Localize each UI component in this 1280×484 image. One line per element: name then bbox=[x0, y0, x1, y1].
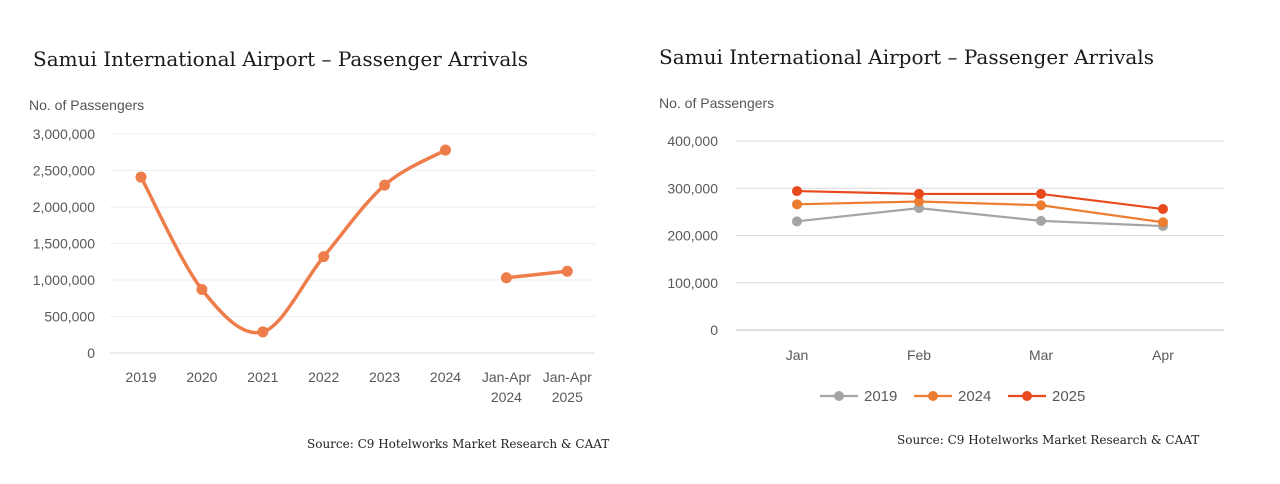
data-point bbox=[135, 171, 147, 183]
monthly-line-chart: 400,000 300,000 200,000 100,000 0 Jan Feb Mar Ap… bbox=[667, 133, 1224, 405]
y-tick-label: 400,000 bbox=[667, 133, 718, 149]
x-tick-label: Mar bbox=[1029, 347, 1053, 363]
data-point bbox=[914, 188, 924, 199]
legend-label: 2024 bbox=[958, 388, 991, 405]
legend-label: 2025 bbox=[1052, 388, 1085, 405]
series-line bbox=[796, 206, 1164, 228]
data-point bbox=[914, 196, 924, 207]
x-tick-label: Jan-Apr bbox=[543, 369, 592, 385]
x-tick-label: Apr bbox=[1152, 347, 1174, 363]
y-tick-label: 0 bbox=[710, 322, 718, 338]
data-point bbox=[792, 186, 802, 197]
annual-line-chart: 3,000,000 2,500,000 2,000,000 1,500,000 1,00… bbox=[33, 126, 595, 405]
data-point bbox=[257, 326, 269, 338]
legend-swatch-marker bbox=[834, 391, 844, 401]
legend-swatch-marker bbox=[1022, 391, 1032, 401]
y-tick-label: 100,000 bbox=[667, 275, 718, 291]
series-line bbox=[796, 200, 1164, 224]
y-tick-label: 2,000,000 bbox=[33, 199, 95, 215]
data-point bbox=[1036, 188, 1046, 199]
data-point bbox=[792, 216, 802, 227]
y-tick-label: 500,000 bbox=[44, 309, 95, 325]
data-point bbox=[1036, 200, 1046, 211]
legend-label: 2019 bbox=[864, 388, 897, 405]
chart-title: Samui International Airport – Passenger … bbox=[659, 45, 1154, 69]
y-tick-label: 0 bbox=[87, 345, 95, 361]
y-axis-label: No. of Passengers bbox=[29, 97, 145, 113]
chart-panel-monthly: Samui International Airport – Passenger … bbox=[640, 0, 1280, 484]
y-tick-label: 200,000 bbox=[667, 228, 718, 244]
data-point bbox=[196, 283, 208, 295]
x-tick-label: 2020 bbox=[186, 369, 217, 385]
y-tick-label: 1,000,000 bbox=[33, 272, 95, 288]
y-tick-label: 1,500,000 bbox=[33, 236, 95, 252]
x-tick-label: 2023 bbox=[369, 369, 400, 385]
y-tick-label: 2,500,000 bbox=[33, 163, 95, 179]
y-axis-label: No. of Passengers bbox=[659, 95, 775, 111]
data-point bbox=[500, 272, 512, 284]
chart-title: Samui International Airport – Passenger … bbox=[33, 47, 528, 71]
x-tick-label: Feb bbox=[907, 347, 931, 363]
x-tick-label: Jan-Apr bbox=[482, 369, 531, 385]
x-tick-label: 2019 bbox=[125, 369, 156, 385]
x-tick-label: 2022 bbox=[308, 369, 339, 385]
series-line bbox=[796, 189, 1164, 211]
y-tick-label: 3,000,000 bbox=[33, 126, 95, 142]
data-point bbox=[1158, 217, 1168, 228]
series-line bbox=[504, 269, 570, 280]
data-point bbox=[792, 199, 802, 210]
source-note: Source: C9 Hotelworks Market Research & … bbox=[897, 433, 1200, 447]
y-tick-label: 300,000 bbox=[667, 180, 718, 196]
source-note: Source: C9 Hotelworks Market Research & … bbox=[307, 437, 610, 451]
data-point bbox=[440, 144, 451, 156]
x-tick-label: 2025 bbox=[552, 389, 583, 405]
series-line bbox=[139, 148, 448, 335]
data-point bbox=[1036, 215, 1046, 226]
data-point bbox=[1158, 204, 1168, 215]
x-tick-label: 2024 bbox=[491, 389, 522, 405]
x-tick-label: 2021 bbox=[247, 369, 278, 385]
data-point bbox=[318, 251, 330, 263]
data-point bbox=[379, 179, 391, 191]
data-point bbox=[561, 265, 573, 277]
chart-panel-annual: Samui International Airport – Passenger … bbox=[0, 0, 620, 484]
legend-swatch-marker bbox=[928, 391, 938, 401]
x-tick-label: Jan bbox=[786, 347, 809, 363]
x-tick-label: 2024 bbox=[430, 369, 461, 385]
